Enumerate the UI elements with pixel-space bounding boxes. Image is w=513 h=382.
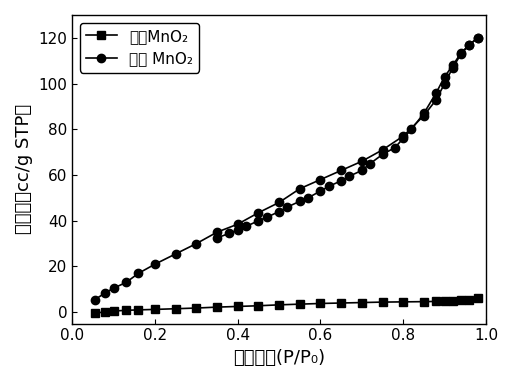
介孔 MnO₂ <box>135 271 142 275</box>
粉末MnO₂ <box>276 303 282 307</box>
粉末MnO₂ <box>442 299 448 303</box>
Line: 介孔 MnO₂: 介孔 MnO₂ <box>91 34 482 304</box>
介孔 MnO₂ <box>475 36 481 40</box>
粉末MnO₂ <box>433 299 439 304</box>
介孔 MnO₂ <box>92 297 98 302</box>
介孔 MnO₂ <box>152 262 158 266</box>
Line: 粉末MnO₂: 粉末MnO₂ <box>91 294 482 317</box>
介孔 MnO₂ <box>380 147 386 152</box>
介孔 MnO₂ <box>173 252 179 256</box>
介孔 MnO₂ <box>466 42 472 47</box>
介孔 MnO₂ <box>442 81 448 86</box>
粉末MnO₂ <box>318 301 324 306</box>
粉末MnO₂ <box>102 309 108 314</box>
介孔 MnO₂ <box>214 230 220 235</box>
介孔 MnO₂ <box>450 65 456 70</box>
介孔 MnO₂ <box>255 210 262 215</box>
粉末MnO₂ <box>458 298 464 303</box>
粉末MnO₂ <box>173 306 179 311</box>
粉末MnO₂ <box>234 304 241 309</box>
粉末MnO₂ <box>450 298 456 303</box>
介孔 MnO₂ <box>318 177 324 182</box>
粉末MnO₂ <box>380 300 386 304</box>
介孔 MnO₂ <box>458 52 464 56</box>
介孔 MnO₂ <box>111 286 117 290</box>
Legend: 粉末MnO₂, 介孔 MnO₂: 粉末MnO₂, 介孔 MnO₂ <box>80 23 199 73</box>
Y-axis label: 吸附量（cc/g STP）: 吸附量（cc/g STP） <box>15 104 33 234</box>
粉末MnO₂ <box>466 297 472 302</box>
介孔 MnO₂ <box>359 159 365 163</box>
粉末MnO₂ <box>475 296 481 301</box>
介孔 MnO₂ <box>338 168 344 173</box>
粉末MnO₂ <box>152 307 158 312</box>
介孔 MnO₂ <box>297 186 303 191</box>
粉末MnO₂ <box>111 309 117 313</box>
粉末MnO₂ <box>123 308 129 312</box>
介孔 MnO₂ <box>421 113 427 118</box>
介孔 MnO₂ <box>123 280 129 285</box>
粉末MnO₂ <box>297 302 303 306</box>
粉末MnO₂ <box>255 303 262 308</box>
介孔 MnO₂ <box>400 134 406 138</box>
介孔 MnO₂ <box>193 241 200 246</box>
粉末MnO₂ <box>92 311 98 316</box>
X-axis label: 相对压力(P/P₀): 相对压力(P/P₀) <box>233 349 325 367</box>
粉末MnO₂ <box>421 299 427 304</box>
介孔 MnO₂ <box>433 97 439 102</box>
粉末MnO₂ <box>400 299 406 304</box>
粉末MnO₂ <box>214 305 220 309</box>
粉末MnO₂ <box>338 301 344 305</box>
粉末MnO₂ <box>193 306 200 310</box>
粉末MnO₂ <box>135 308 142 312</box>
粉末MnO₂ <box>359 300 365 305</box>
介孔 MnO₂ <box>234 222 241 227</box>
介孔 MnO₂ <box>102 290 108 295</box>
介孔 MnO₂ <box>276 200 282 205</box>
